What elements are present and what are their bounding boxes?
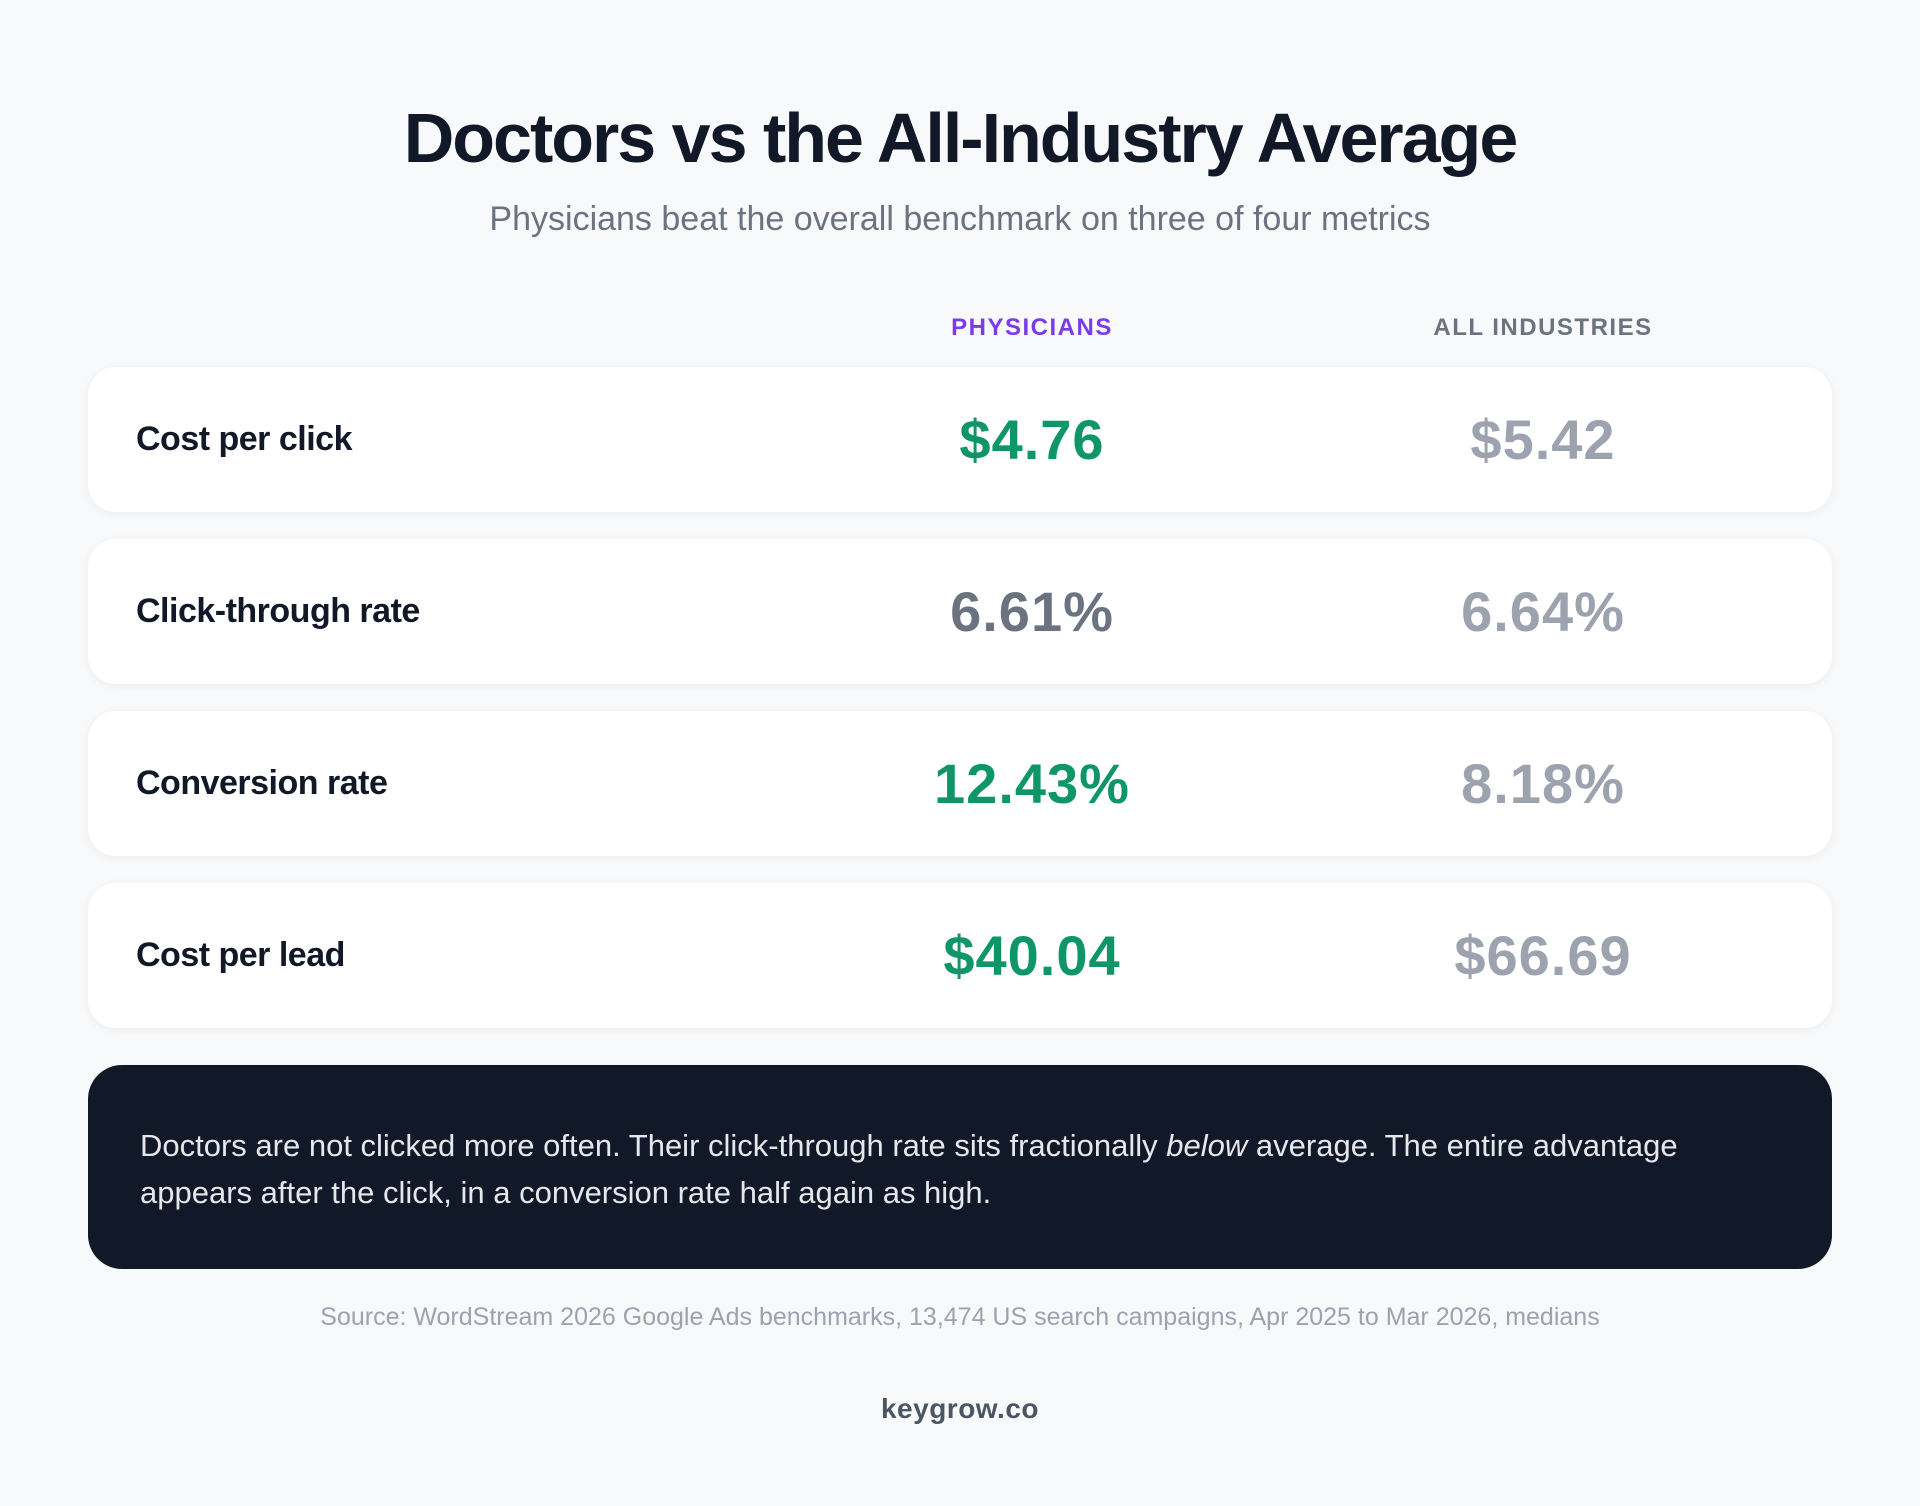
metric-label: Conversion rate bbox=[136, 764, 388, 802]
page-subtitle: Physicians beat the overall benchmark on… bbox=[489, 200, 1431, 238]
column-header-physicians: PHYSICIANS bbox=[951, 314, 1113, 341]
brand-link[interactable]: keygrow.co bbox=[880, 1393, 1039, 1424]
physicians-value: 6.61% bbox=[950, 580, 1114, 643]
table-row: Cost per click $4.76 $5.42 bbox=[88, 367, 1832, 512]
callout-emphasis: below bbox=[1166, 1128, 1248, 1163]
callout-text-before: Doctors are not clicked more often. Thei… bbox=[140, 1128, 1167, 1163]
table-row: Conversion rate 12.43% 8.18% bbox=[88, 711, 1832, 856]
comparison-table: Cost per click $4.76 $5.42 Click-through… bbox=[88, 367, 1832, 1028]
all-industries-value: $66.69 bbox=[1454, 924, 1632, 987]
physicians-value: $40.04 bbox=[943, 924, 1121, 987]
metric-label: Click-through rate bbox=[136, 592, 420, 630]
all-industries-value: 6.64% bbox=[1461, 580, 1625, 643]
insight-callout: Doctors are not clicked more often. Thei… bbox=[88, 1065, 1832, 1269]
page-title: Doctors vs the All-Industry Average bbox=[403, 99, 1519, 177]
physicians-value: 12.43% bbox=[934, 752, 1130, 815]
metric-label: Cost per lead bbox=[136, 936, 345, 974]
physicians-value: $4.76 bbox=[959, 408, 1105, 471]
source-note: Source: WordStream 2026 Google Ads bench… bbox=[320, 1303, 1600, 1331]
callout-text-after: average. The entire advantage appears af… bbox=[140, 1128, 1678, 1210]
metric-label: Cost per click bbox=[136, 420, 352, 458]
table-row: Cost per lead $40.04 $66.69 bbox=[88, 883, 1832, 1028]
column-header-all-industries: ALL INDUSTRIES bbox=[1433, 314, 1653, 341]
all-industries-value: $5.42 bbox=[1470, 408, 1616, 471]
all-industries-value: 8.18% bbox=[1461, 752, 1625, 815]
table-row: Click-through rate 6.61% 6.64% bbox=[88, 539, 1832, 684]
